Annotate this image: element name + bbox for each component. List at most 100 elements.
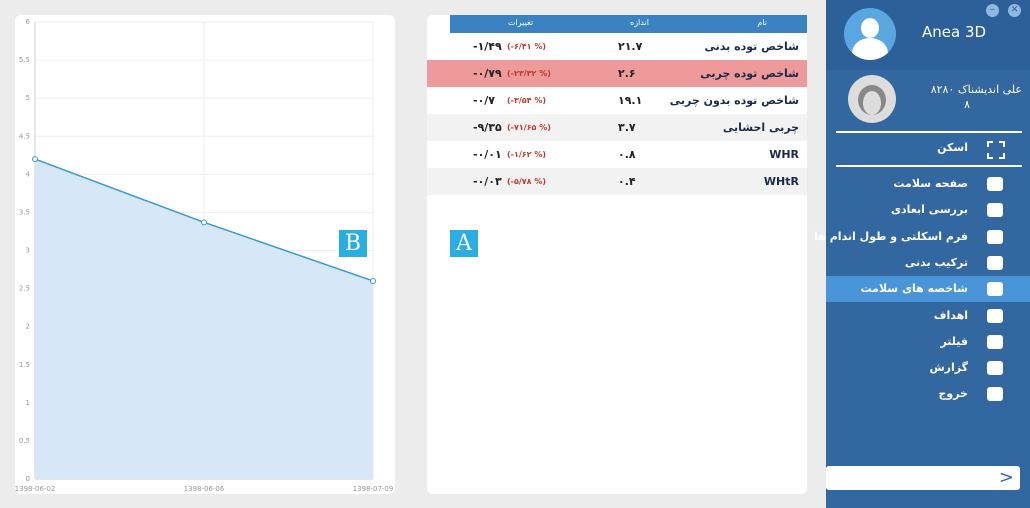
menu-item[interactable]: ترکیب بدنی <box>826 250 1030 276</box>
point <box>370 277 376 284</box>
menu-icon <box>987 203 1003 218</box>
y-tick-label: 2 <box>26 323 30 331</box>
y-tick-label: 6 <box>26 18 31 26</box>
menu-label: ترکیب بدنی <box>904 255 968 269</box>
y-tick-label: 0 <box>26 475 30 483</box>
table-panel: نام اندازه تغییرات شاخص توده بدنی ۲۱.۷ (-۶… <box>427 15 807 494</box>
minimize-button[interactable]: – <box>986 4 999 17</box>
menu-icon <box>987 282 1003 297</box>
x-tick-label: 1398-07-09 <box>353 485 394 493</box>
table-row: شاخص توده بدون چربی ۱۹.۱ (-۳/۵۴ %) -۰/۷ <box>427 87 807 114</box>
y-tick-label: 5.5 <box>19 56 30 64</box>
percent-cell: (-۱/۶۲ %) <box>507 150 547 159</box>
name-cell: چربی احشایی <box>722 121 799 134</box>
y-tick-label: 4.5 <box>19 132 30 140</box>
menu-item[interactable]: فیلتر <box>826 329 1030 355</box>
column-header: نام <box>757 18 767 27</box>
size-cell: ۲.۶ <box>618 67 636 80</box>
size-cell: ۰.۸ <box>618 148 636 161</box>
x-tick-label: 1398-06-02 <box>15 485 56 493</box>
name-cell: WHR <box>769 148 799 161</box>
menu-icon <box>987 387 1003 402</box>
name-cell: شاخص توده بدون چربی <box>669 94 799 107</box>
table-row: چربی احشایی ۳.۷ (-۷۱/۶۵ %) -۹/۳۵ <box>427 114 807 141</box>
separator <box>836 131 1022 133</box>
go-arrow[interactable]: > <box>998 467 1014 488</box>
menu-label: فیلتر <box>940 334 968 348</box>
menu-icon <box>987 334 1003 349</box>
size-cell: ۲۱.۷ <box>618 40 643 53</box>
menu-icon <box>987 361 1003 376</box>
column-header: اندازه <box>630 18 649 27</box>
area <box>35 159 373 479</box>
percent-cell: (-۳/۵۴ %) <box>507 96 547 105</box>
menu-label: فرم اسکلتی و طول اندام ها <box>814 229 968 243</box>
size-cell: ۱۹.۱ <box>618 94 643 107</box>
y-tick-label: 2.5 <box>19 285 30 293</box>
table-row: WHR ۰.۸ (-۱/۶۲ %) -۰/۰۱ <box>427 141 807 168</box>
percent-cell: (-۵/۷۸ %) <box>507 177 547 186</box>
y-tick-label: 3.5 <box>19 208 30 216</box>
scan-item[interactable]: اسکن <box>826 136 1030 162</box>
table-row: شاخص توده چربی ۲.۶ (-۲۳/۳۲ %) -۰/۷۹ <box>427 60 807 87</box>
menu-item[interactable]: اهداف <box>826 303 1030 329</box>
menu-icon <box>987 177 1003 191</box>
menu-label: خروج <box>938 387 968 401</box>
app-title: Anea 3D <box>922 23 987 41</box>
change-cell: -۹/۳۵ <box>473 121 502 134</box>
percent-cell: (-۷۱/۶۵ %) <box>507 123 551 132</box>
separator <box>836 165 1022 167</box>
table-row: WHtR ۰.۴ (-۵/۷۸ %) -۰/۰۳ <box>427 168 807 195</box>
change-cell: -۰/۰۱ <box>473 148 502 161</box>
menu-label: اهداف <box>933 308 968 322</box>
size-cell: ۳.۷ <box>618 121 636 134</box>
menu-item[interactable]: بررسی ابعادی <box>826 197 1030 223</box>
table-header: نام اندازه تغییرات <box>450 15 807 33</box>
name-cell: شاخص توده چربی <box>700 67 799 80</box>
column-header: تغییرات <box>508 18 534 27</box>
y-tick-label: 1 <box>26 399 30 407</box>
user-avatar <box>848 75 896 123</box>
app-avatar <box>844 8 896 60</box>
chart: 0 0.5 1 1.5 2 2.5 3 3.5 4 4.5 5 5.5 6 1398-06-02 1398-… <box>15 18 394 493</box>
change-cell: -۰/۷ <box>473 94 496 107</box>
user-id: ۸ <box>964 98 970 111</box>
menu-label: اسکن <box>937 141 968 154</box>
percent-cell: (-۶/۴۱ %) <box>507 42 547 51</box>
percent-cell: (-۲۳/۳۲ %) <box>507 69 551 78</box>
scan-icon <box>987 141 1005 159</box>
menu-item[interactable]: شاخصه های سلامت <box>826 276 1030 303</box>
menu-icon <box>987 255 1003 270</box>
menu-item[interactable]: خروج <box>826 381 1030 407</box>
menu-icon <box>987 308 1003 323</box>
name-cell: WHtR <box>763 175 799 188</box>
size-cell: ۰.۴ <box>618 175 636 188</box>
name-cell: شاخص توده بدنی <box>704 40 799 53</box>
table-row: شاخص توده بدنی ۲۱.۷ (-۶/۴۱ %) -۱/۴۹ <box>427 33 807 60</box>
sidebar: Anea 3D – ✕ علی اندیشناک ۸۲۸۰ ۸ اسکن صفح… <box>814 0 1030 508</box>
menu-label: بررسی ابعادی <box>890 203 968 217</box>
menu-icon <box>987 229 1003 244</box>
change-cell: -۰/۰۳ <box>473 175 502 188</box>
y-tick-label: 3 <box>26 247 30 255</box>
search-input[interactable]: > <box>826 466 1020 490</box>
menu-item[interactable]: گزارش <box>826 355 1030 381</box>
y-tick-label: 0.5 <box>19 437 30 445</box>
point <box>32 156 38 163</box>
label-a: A <box>450 230 478 257</box>
x-tick-label: 1398-06-06 <box>184 485 225 493</box>
user-name: علی اندیشناک ۸۲۸۰ <box>930 83 1022 96</box>
label-b: B <box>339 230 367 257</box>
menu-label: صفحه سلامت <box>893 177 968 190</box>
menu-item[interactable]: صفحه سلامت <box>826 171 1030 197</box>
menu-item[interactable]: فرم اسکلتی و طول اندام ها <box>814 224 1030 250</box>
point <box>201 219 207 226</box>
y-tick-label: 5 <box>26 94 30 102</box>
menu-label: گزارش <box>929 361 968 375</box>
change-cell: -۱/۴۹ <box>473 40 502 53</box>
close-button[interactable]: ✕ <box>1008 4 1021 17</box>
y-tick-label: 4 <box>26 170 31 178</box>
menu-label: شاخصه های سلامت <box>860 282 968 296</box>
change-cell: -۰/۷۹ <box>473 67 502 80</box>
